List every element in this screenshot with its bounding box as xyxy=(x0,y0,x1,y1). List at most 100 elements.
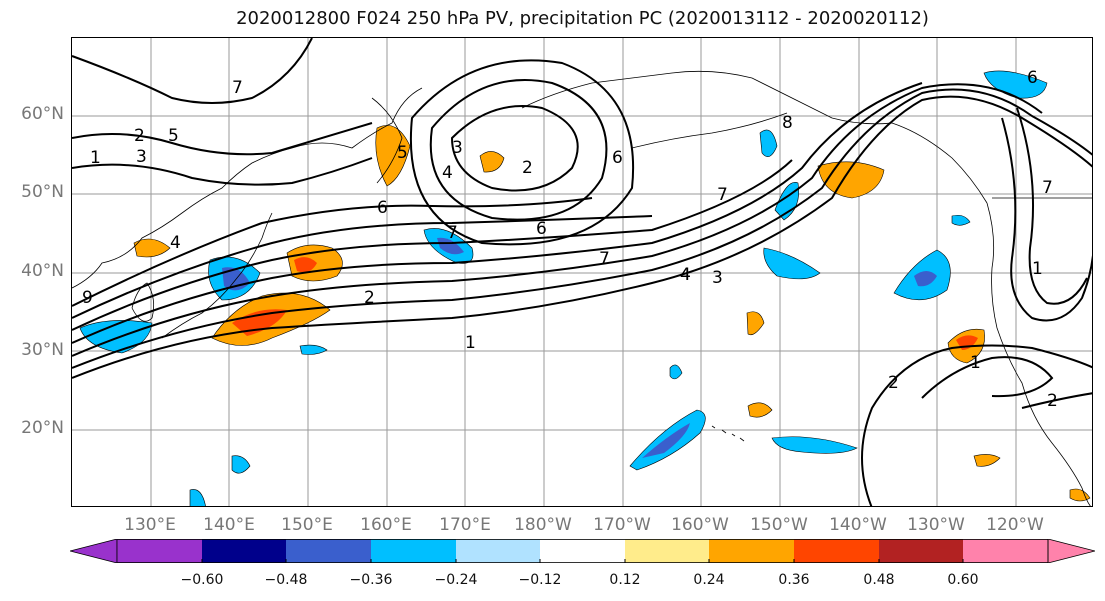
kamchatka-coastline xyxy=(371,97,403,184)
pv-jet-north-3 xyxy=(72,38,313,104)
colorbar-tick-label: 0.48 xyxy=(863,572,895,588)
lon-label: 180°W xyxy=(514,515,572,535)
map-title: 2020012800 F024 250 hPa PV, precipitatio… xyxy=(236,8,929,29)
lon-label: 150°E xyxy=(281,515,333,535)
lat-label: 30°N xyxy=(21,340,64,360)
pv-jet-north-2 xyxy=(72,122,373,156)
colorbar-outline xyxy=(116,539,1049,563)
colorbar-tick-label: −0.24 xyxy=(434,572,478,588)
contour-label: 8 xyxy=(782,113,793,133)
pv-subtrop xyxy=(861,344,1092,506)
contour-label: 1 xyxy=(465,333,476,353)
lon-label: 120°W xyxy=(986,515,1044,535)
colorbar-segment xyxy=(625,539,709,563)
contour-label: 9 xyxy=(82,288,93,308)
contour-label: 4 xyxy=(680,265,691,285)
contour-label: 3 xyxy=(452,138,463,158)
contour-label: 4 xyxy=(170,233,181,253)
colorbar xyxy=(69,538,1096,564)
lat-label: 20°N xyxy=(21,418,64,438)
pv-lowlat xyxy=(1021,392,1092,409)
pv-contours xyxy=(72,38,1092,506)
contour-label: 2 xyxy=(134,126,145,146)
precip-negative-patch xyxy=(189,489,206,506)
precip-positive-patch xyxy=(973,454,1001,467)
contour-label: 7 xyxy=(232,78,243,98)
contour-label: 1 xyxy=(970,353,981,373)
contour-label: 4 xyxy=(680,265,691,285)
contour-label: 2 xyxy=(1047,391,1058,411)
precip-negative-patch xyxy=(299,344,328,355)
coastlines xyxy=(72,70,1092,506)
colorbar-segment xyxy=(879,539,963,563)
pv-jet-north xyxy=(72,157,373,186)
lat-label: 60°N xyxy=(21,104,64,124)
precip-negative-patch xyxy=(763,247,821,280)
contour-label: 7 xyxy=(717,185,728,205)
lon-label: 170°E xyxy=(439,515,491,535)
pv-contour-3 xyxy=(72,83,1043,357)
alaska-coastline xyxy=(521,70,988,204)
contour-label: 7 xyxy=(1042,178,1053,198)
map-panel: 7 1 2 3 5 4 6 5 3 4 2 6 7 4 2 1 7 6 7 4 … xyxy=(71,37,1093,507)
contour-label: 6 xyxy=(377,198,388,218)
pv-low-ring-2 xyxy=(429,79,608,221)
colorbar-segment xyxy=(371,539,456,563)
colorbar-tick-label: −0.60 xyxy=(180,572,224,588)
lon-label: 140°W xyxy=(829,515,887,535)
lon-label: 130°W xyxy=(907,515,965,535)
colorbar-tick-label: 0.12 xyxy=(609,572,641,588)
lon-label: 160°W xyxy=(671,515,729,535)
pv-contour-7 xyxy=(72,197,593,307)
precip-positive-patch xyxy=(294,257,317,273)
pv-low-ring-1 xyxy=(450,105,579,192)
colorbar-extend-low xyxy=(69,538,118,564)
pv-trough-east xyxy=(1001,117,1092,322)
pv-contour-5 xyxy=(72,159,793,331)
colorbar-segment xyxy=(202,539,286,563)
pv-contour-6 xyxy=(72,215,653,319)
precip-negative-patch xyxy=(669,364,683,380)
contour-label: 2 xyxy=(364,288,375,308)
contour-label: 4 xyxy=(442,163,453,183)
lon-label: 150°W xyxy=(750,515,808,535)
aleutians-coastline xyxy=(631,112,788,149)
colorbar-svg xyxy=(69,538,1096,564)
precip-positive-patch xyxy=(133,238,171,258)
contour-label: 2 xyxy=(522,158,533,178)
asia-coastline xyxy=(72,87,423,289)
contour-label: 5 xyxy=(168,126,179,146)
precip-negative-patch xyxy=(951,214,971,226)
precip-negative-patch xyxy=(437,237,464,255)
pv-cutoff xyxy=(921,356,1054,399)
pv-trough-east-2 xyxy=(1016,107,1088,305)
japan-coastline xyxy=(161,212,273,339)
pv-contour-2 xyxy=(72,88,1092,369)
colorbar-tick-label: 0.60 xyxy=(947,572,979,588)
pv-contour-4 xyxy=(72,82,923,344)
contour-label: 2 xyxy=(888,373,899,393)
colorbar-tick-label: −0.48 xyxy=(264,572,308,588)
colorbar-tick-label: 0.36 xyxy=(778,572,810,588)
precip-positive-patch xyxy=(747,402,773,418)
precip-negative-patch xyxy=(914,271,937,287)
lon-label: 160°E xyxy=(360,515,412,535)
contour-label: 7 xyxy=(599,249,610,269)
lon-label: 130°E xyxy=(124,515,176,535)
colorbar-tick-label: −0.12 xyxy=(518,572,562,588)
korea-coastline xyxy=(131,282,155,322)
colorbar-segment xyxy=(117,539,202,563)
precip-positive-patch xyxy=(232,309,287,336)
na-coastline xyxy=(986,202,1091,506)
precip-negative-patch xyxy=(759,129,778,157)
pv-low-ring-3 xyxy=(409,59,635,246)
lat-label: 40°N xyxy=(21,261,64,281)
contour-label-group: 7 1 2 3 5 4 6 5 3 4 2 6 7 4 2 1 7 6 7 4 … xyxy=(82,68,1058,411)
contour-label: 7 xyxy=(447,223,458,243)
precip-negative-patch xyxy=(771,436,858,454)
colorbar-segment xyxy=(963,539,1048,563)
lon-label: 170°W xyxy=(593,515,651,535)
colorbar-segment xyxy=(540,539,625,563)
precip-fills xyxy=(79,70,1091,506)
colorbar-extend-high xyxy=(1047,538,1096,564)
